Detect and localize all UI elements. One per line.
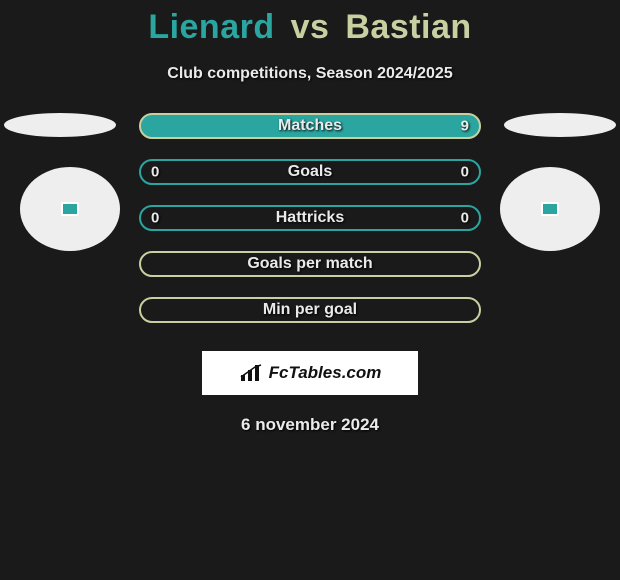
stat-label: Min per goal — [263, 301, 357, 319]
stat-label: Matches — [278, 117, 342, 135]
stat-label: Goals per match — [247, 255, 372, 273]
stat-right-value: 9 — [461, 118, 469, 135]
badge-icon — [541, 202, 559, 216]
stat-rows: Matches 9 0 Goals 0 0 Hattricks 0 Goals per matc… — [139, 113, 481, 323]
date-label: 6 november 2024 — [0, 415, 620, 435]
stat-row: 0 Goals 0 — [139, 159, 481, 185]
brand-card: FcTables.com — [202, 351, 418, 395]
stat-label: Hattricks — [276, 209, 344, 227]
stat-row: Goals per match — [139, 251, 481, 277]
subtitle: Club competitions, Season 2024/2025 — [0, 65, 620, 83]
title: Lienard vs Bastian — [0, 8, 620, 47]
badge-icon — [61, 202, 79, 216]
player1-name: Lienard — [148, 8, 274, 46]
avatar-right — [500, 167, 600, 251]
stat-right-value: 0 — [461, 164, 469, 181]
stat-row: 0 Hattricks 0 — [139, 205, 481, 231]
vs-label: vs — [291, 8, 330, 46]
ellipse-left — [4, 113, 116, 137]
stage: Matches 9 0 Goals 0 0 Hattricks 0 Goals per matc… — [0, 113, 620, 323]
brand-text: FcTables.com — [269, 363, 382, 383]
stat-left-value: 0 — [151, 210, 159, 227]
avatar-left — [20, 167, 120, 251]
stat-row: Min per goal — [139, 297, 481, 323]
bars-icon — [239, 363, 263, 383]
stat-right-value: 0 — [461, 210, 469, 227]
stat-left-value: 0 — [151, 164, 159, 181]
stat-row: Matches 9 — [139, 113, 481, 139]
ellipse-right — [504, 113, 616, 137]
stat-label: Goals — [288, 163, 332, 181]
comparison-card: Lienard vs Bastian Club competitions, Se… — [0, 0, 620, 435]
player2-name: Bastian — [345, 8, 471, 46]
